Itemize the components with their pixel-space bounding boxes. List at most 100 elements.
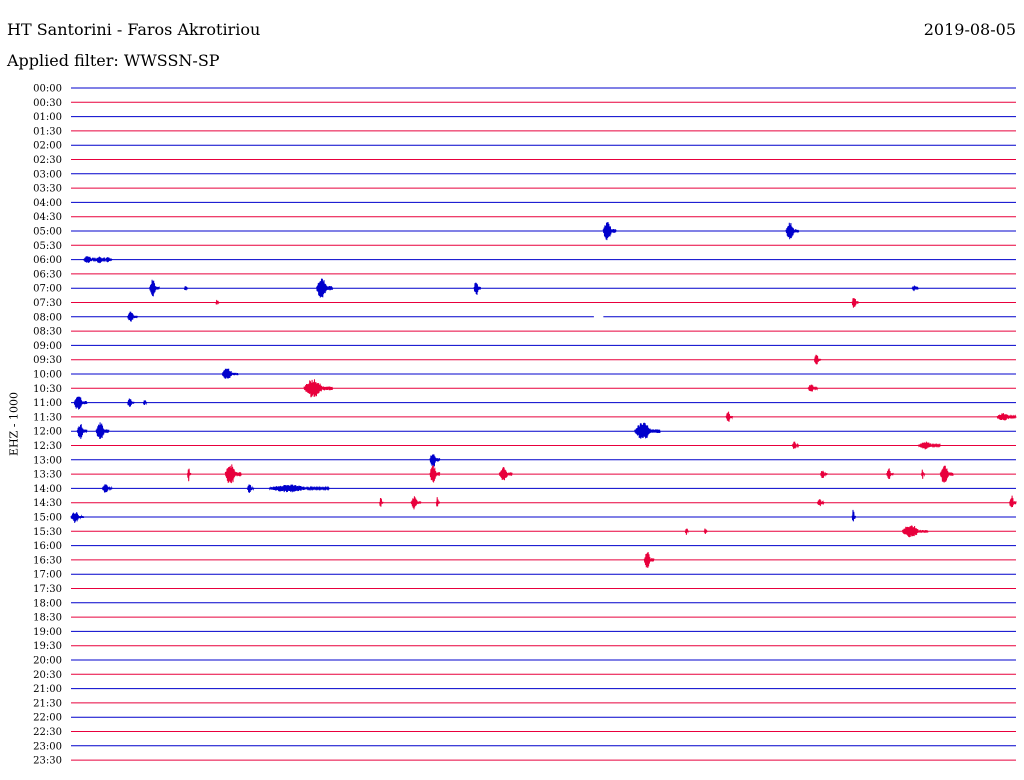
time-tick-label: 17:00 — [33, 570, 62, 581]
seismic-event — [813, 354, 822, 365]
seismic-event — [725, 411, 733, 422]
time-tick-labels: 00:00 00:30 01:00 01:30 02:00 02:30 03:00 03:30… — [33, 84, 62, 767]
seismic-event — [183, 286, 189, 291]
time-tick-label: 08:30 — [33, 327, 62, 338]
time-tick-label: 06:30 — [33, 269, 62, 280]
seismic-event — [807, 384, 818, 392]
time-tick-label: 19:00 — [33, 627, 62, 638]
seismic-event — [379, 497, 384, 507]
seismic-event — [187, 468, 192, 482]
time-tick-label: 07:30 — [33, 298, 62, 309]
time-tick-label: 14:00 — [33, 484, 62, 495]
seismic-event — [224, 464, 242, 484]
seismic-event — [83, 256, 97, 263]
time-tick-label: 22:30 — [33, 727, 62, 738]
seismic-event — [917, 441, 941, 450]
seismic-event — [73, 396, 88, 410]
seismic-event — [643, 552, 655, 569]
time-tick-label: 14:30 — [33, 498, 62, 509]
time-tick-label: 11:00 — [33, 398, 62, 409]
seismic-event — [939, 465, 954, 483]
seismic-event — [602, 222, 617, 241]
time-tick-label: 10:30 — [33, 384, 62, 395]
seismic-event — [703, 528, 708, 535]
trace-lines — [71, 87, 1016, 761]
time-tick-label: 20:00 — [33, 656, 62, 667]
seismic-event — [102, 484, 113, 493]
time-tick-label: 09:00 — [33, 341, 62, 352]
time-tick-label: 13:00 — [33, 455, 62, 466]
time-tick-label: 04:30 — [33, 212, 62, 223]
time-tick-label: 00:30 — [33, 98, 62, 109]
time-tick-label: 01:30 — [33, 126, 62, 137]
seismic-event — [127, 398, 135, 407]
time-tick-label: 05:00 — [33, 227, 62, 238]
seismic-event — [473, 282, 481, 295]
time-tick-label: 16:30 — [33, 555, 62, 566]
time-tick-label: 23:00 — [33, 741, 62, 752]
seismic-event — [886, 468, 894, 480]
seismic-event — [246, 484, 255, 493]
seismic-event — [76, 424, 88, 439]
time-tick-label: 18:00 — [33, 598, 62, 609]
time-tick-label: 12:00 — [33, 427, 62, 438]
seismic-event — [435, 497, 440, 507]
seismic-event — [410, 496, 422, 510]
time-tick-label: 13:30 — [33, 470, 62, 481]
time-tick-label: 09:30 — [33, 355, 62, 366]
time-tick-label: 10:00 — [33, 370, 62, 381]
seismic-event — [303, 379, 333, 398]
seismic-event — [268, 484, 330, 493]
seismic-event — [149, 279, 160, 297]
seismic-event — [785, 222, 800, 240]
time-tick-label: 15:30 — [33, 527, 62, 538]
time-tick-label: 20:30 — [33, 670, 62, 681]
time-tick-label: 17:30 — [33, 584, 62, 595]
time-tick-label: 05:30 — [33, 241, 62, 252]
seismic-event — [1009, 495, 1017, 508]
seismic-event — [684, 528, 689, 535]
seismic-event — [221, 368, 239, 379]
seismic-event — [105, 257, 113, 263]
seismic-event — [429, 465, 441, 483]
time-tick-label: 07:00 — [33, 284, 62, 295]
seismic-event — [127, 311, 138, 322]
time-tick-label: 22:00 — [33, 713, 62, 724]
seismic-event — [817, 498, 825, 507]
time-tick-label: 21:00 — [33, 684, 62, 695]
time-tick-label: 16:00 — [33, 541, 62, 552]
time-tick-label: 21:30 — [33, 698, 62, 709]
seismic-event — [142, 399, 148, 406]
time-tick-label: 23:30 — [33, 756, 62, 767]
seismic-event — [791, 441, 800, 449]
seismic-event — [429, 454, 441, 467]
time-tick-label: 00:00 — [33, 84, 62, 95]
seismic-event — [911, 285, 919, 292]
seismic-event — [634, 422, 661, 439]
seismic-events — [70, 222, 1017, 569]
time-tick-label: 08:00 — [33, 312, 62, 323]
time-tick-label: 03:00 — [33, 169, 62, 180]
seismic-event — [498, 466, 513, 481]
seismic-event — [820, 470, 828, 479]
station-title: HT Santorini - Faros Akrotiriou — [7, 20, 261, 39]
time-tick-label: 19:30 — [33, 641, 62, 652]
seismic-event — [921, 469, 926, 479]
seismic-event — [851, 509, 856, 522]
time-tick-label: 02:00 — [33, 141, 62, 152]
seismic-event — [215, 299, 220, 305]
time-tick-label: 04:00 — [33, 198, 62, 209]
seismic-event — [316, 278, 333, 298]
seismic-event — [902, 525, 929, 538]
filter-label: Applied filter: WWSSN-SP — [7, 51, 220, 70]
time-tick-label: 01:00 — [33, 112, 62, 123]
time-tick-label: 15:00 — [33, 513, 62, 524]
time-tick-label: 06:00 — [33, 255, 62, 266]
time-tick-label: 02:30 — [33, 155, 62, 166]
seismic-event — [95, 256, 107, 264]
seismic-event — [95, 422, 110, 439]
time-tick-label: 11:30 — [33, 412, 62, 423]
seismic-event — [996, 413, 1017, 421]
time-tick-label: 12:30 — [33, 441, 62, 452]
